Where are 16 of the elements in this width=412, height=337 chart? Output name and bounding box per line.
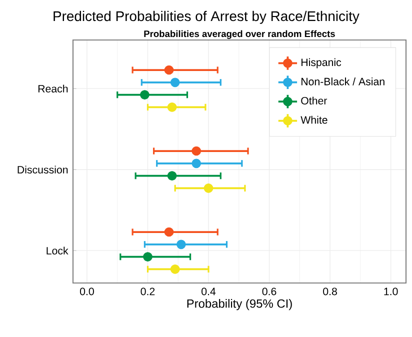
chart-subtitle: Probabilities averaged over random Effects xyxy=(144,30,335,39)
y-tick-label: Discussion xyxy=(18,166,68,174)
x-tick-label: 0.8 xyxy=(323,288,337,296)
x-tick-label: 0.2 xyxy=(140,288,155,296)
legend-label: Hispanic xyxy=(302,58,342,68)
legend-label: Non-Black / Asian xyxy=(302,78,384,86)
chart-title: Predicted Probabilities of Arrest by Race/Ethnicity xyxy=(54,10,360,24)
x-tick-label: 1.0 xyxy=(384,288,398,296)
x-tick-label: 0.6 xyxy=(262,288,276,296)
y-tick-label: Reach xyxy=(38,84,68,93)
x-axis-title: Probability (95% CI) xyxy=(187,299,292,310)
x-tick-label: 0.0 xyxy=(80,288,94,296)
x-tick-label: 0.4 xyxy=(202,288,216,296)
legend-label: Other xyxy=(301,96,328,105)
legend-label: White xyxy=(300,116,328,124)
y-tick-label: Lock xyxy=(46,246,68,255)
